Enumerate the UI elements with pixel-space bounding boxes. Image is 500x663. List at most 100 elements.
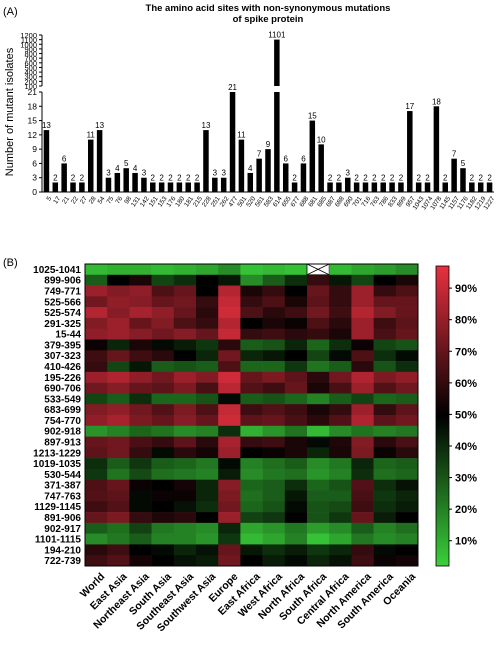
heatmap-cell (129, 544, 152, 556)
y-tick-label: 400 (24, 68, 37, 77)
bar (477, 182, 484, 192)
row-label: 683-699 (44, 405, 81, 416)
heatmap-cell (196, 382, 219, 394)
bar-data-label: 2 (416, 173, 421, 182)
heatmap-cell (329, 371, 352, 383)
x-tick-label: 54 (97, 195, 107, 205)
heatmap-cell (329, 544, 352, 556)
heatmap-cell (85, 264, 108, 276)
heatmap-cell (351, 371, 374, 383)
heatmap-cell (218, 371, 241, 383)
heatmap-cell (218, 533, 241, 545)
heatmap-cell (329, 490, 352, 502)
bar-data-label: 6 (62, 154, 67, 163)
heatmap-cell (373, 285, 397, 297)
x-tick-label: 17 (52, 195, 62, 205)
heatmap-cell (351, 415, 374, 427)
heatmap-cell (373, 382, 397, 394)
heatmap-cell (107, 296, 130, 308)
heatmap-cell (85, 285, 108, 297)
heatmap-cell (129, 339, 152, 351)
heatmap-cell (395, 371, 419, 383)
heatmap-cell (262, 274, 286, 286)
heatmap-cell (151, 393, 175, 405)
row-label: 754-770 (44, 416, 81, 427)
heatmap-cell (85, 339, 108, 351)
heatmap-cell (196, 393, 219, 405)
heatmap-cell (240, 371, 263, 383)
heatmap-cell (173, 285, 197, 297)
bar (61, 163, 67, 192)
y-tick-label: 900 (24, 45, 37, 54)
heatmap-cell (151, 339, 175, 351)
bar-data-label: 6 (301, 154, 306, 163)
heatmap-cell (107, 544, 130, 556)
heatmap-cell (373, 447, 397, 459)
bar (371, 182, 378, 192)
heatmap-cell (373, 350, 397, 362)
heatmap-cell (240, 458, 263, 470)
heatmap-cell (129, 404, 152, 416)
heatmap-cell (85, 468, 108, 481)
bar (318, 144, 324, 192)
heatmap-cell (307, 285, 330, 297)
y-axis-label: Number of mutant isolates (4, 47, 16, 176)
bar (469, 182, 475, 192)
heatmap-cell (307, 350, 330, 362)
heatmap-cell (329, 307, 352, 319)
bar (52, 182, 59, 192)
bar-data-label: 2 (443, 173, 448, 182)
heatmap-cell (395, 479, 419, 491)
heatmap-cell (196, 307, 219, 319)
heatmap-cell (262, 458, 286, 470)
heatmap-border (84, 263, 419, 567)
heatmap-cell (151, 458, 175, 470)
heatmap-cell (196, 339, 219, 351)
heatmap-cell (262, 361, 286, 373)
colorbar-tick-label: 80% (455, 315, 477, 327)
row-label: 371-387 (44, 481, 81, 492)
heatmap-cell (107, 285, 130, 297)
heatmap-cell (373, 555, 397, 567)
heatmap-cell (262, 415, 286, 427)
heatmap-cell (173, 544, 197, 556)
heatmap-cell (218, 512, 241, 524)
heatmap-cell (284, 382, 308, 394)
heatmap-cell (351, 296, 374, 308)
colorbar-tick-label: 30% (455, 473, 477, 485)
heatmap-cell (173, 393, 197, 405)
bar (460, 168, 466, 192)
heatmap-cell (262, 512, 286, 524)
heatmap-cell (107, 458, 130, 470)
heatmap-cell (262, 393, 286, 405)
heatmap-cell (373, 425, 397, 437)
bar (123, 168, 129, 192)
heatmap-cell (307, 393, 330, 405)
heatmap-cell (196, 512, 219, 524)
bar-data-label: 13 (95, 121, 104, 130)
heatmap-cell (218, 468, 241, 481)
heatmap-cell (262, 296, 286, 308)
heatmap-cell (107, 339, 130, 351)
heatmap-cell (218, 350, 241, 362)
heatmap-cell (329, 317, 352, 330)
heatmap-cell (329, 328, 352, 340)
bar-data-label: 2 (487, 173, 492, 182)
heatmap-cell (329, 296, 352, 308)
heatmap-cell (218, 264, 241, 276)
heatmap-cell (129, 490, 152, 502)
heatmap-cell (85, 296, 108, 308)
bar-data-label: 11 (237, 131, 246, 140)
heatmap-cell (262, 425, 286, 437)
bar (79, 182, 85, 192)
heatmap-cell (373, 415, 397, 427)
heatmap-cell (262, 328, 286, 340)
y-tick-label: 600 (24, 59, 37, 68)
y-tick-label: 9 (32, 144, 37, 154)
heatmap-cell (151, 522, 175, 534)
bar-data-label: 2 (381, 173, 386, 182)
heatmap-cell (85, 274, 108, 286)
heatmap-cell (151, 415, 175, 427)
heatmap-cell (151, 544, 175, 556)
heatmap-cell (351, 490, 374, 502)
